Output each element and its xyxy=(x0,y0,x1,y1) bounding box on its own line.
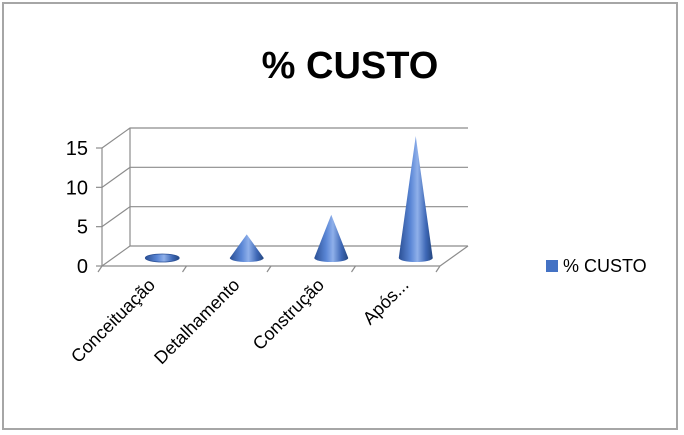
cone-body xyxy=(314,214,349,262)
cones xyxy=(144,136,433,263)
chart-frame xyxy=(2,2,678,430)
legend-swatch xyxy=(546,260,558,272)
x-category-label: Após... xyxy=(359,275,413,329)
cone-mark xyxy=(314,214,349,262)
cone-mark xyxy=(398,136,433,262)
gridline xyxy=(101,166,468,188)
y-tick-label: 0 xyxy=(77,256,88,278)
x-tick-mark xyxy=(351,265,356,273)
floor-right-edge xyxy=(439,245,469,267)
cone-mark xyxy=(229,234,264,262)
cone-mark xyxy=(144,253,180,263)
gridlines xyxy=(96,127,469,273)
y-tick-label: 5 xyxy=(77,217,88,239)
gridline xyxy=(101,206,468,228)
y-axis-ticks: 0 5 10 15 xyxy=(66,138,88,278)
cone-body xyxy=(229,234,264,262)
cone-body xyxy=(398,136,433,262)
x-tick-mark xyxy=(97,265,103,273)
x-category-label: Detalhamento xyxy=(150,275,243,368)
chart-title: % CUSTO xyxy=(262,45,439,87)
x-category-label: Conceituação xyxy=(67,275,159,367)
y-tick-label: 15 xyxy=(66,138,88,160)
x-tick-mark xyxy=(435,265,441,273)
gridline xyxy=(101,127,468,149)
cone-base xyxy=(144,253,180,263)
x-tick-mark xyxy=(182,265,187,273)
gridline xyxy=(101,245,468,267)
legend: % CUSTO xyxy=(546,256,647,276)
legend-label: % CUSTO xyxy=(563,256,647,276)
y-tick-label: 10 xyxy=(66,177,88,199)
x-tick-mark xyxy=(266,265,272,273)
x-category-label: Construção xyxy=(249,275,328,354)
